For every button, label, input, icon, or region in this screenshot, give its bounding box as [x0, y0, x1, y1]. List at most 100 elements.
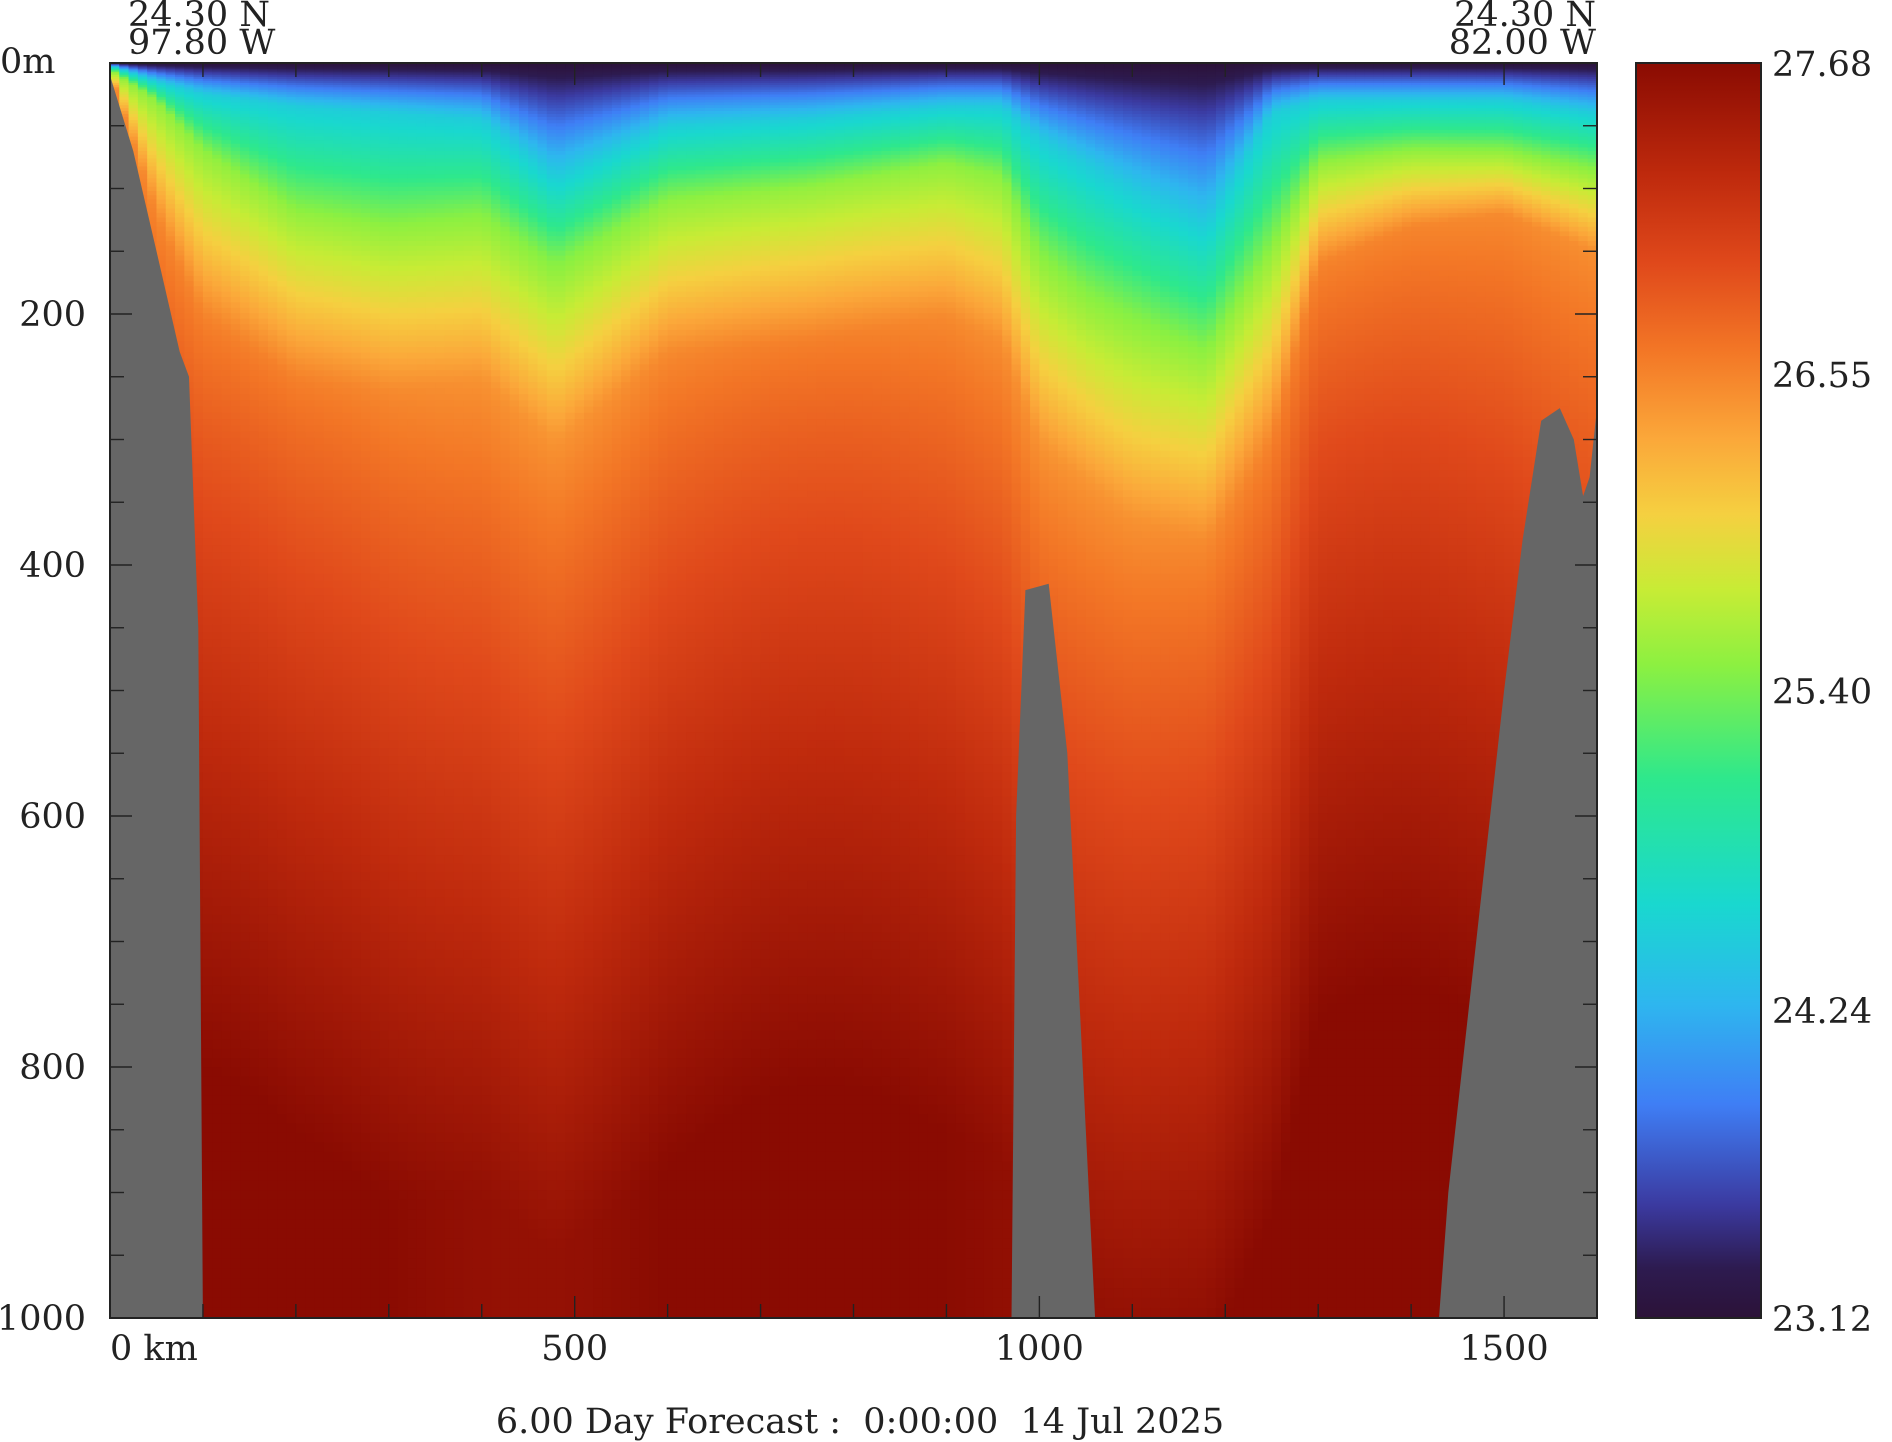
- field-cell: [240, 986, 250, 996]
- field-cell: [203, 359, 213, 365]
- field-cell: [324, 1086, 334, 1096]
- field-cell: [203, 924, 213, 933]
- field-cell: [259, 413, 269, 420]
- field-cell: [287, 222, 297, 227]
- field-cell: [305, 1067, 315, 1077]
- field-cell: [268, 1219, 278, 1229]
- field-cell: [203, 1278, 213, 1289]
- field-cell: [212, 678, 222, 686]
- field-cell: [305, 292, 315, 298]
- field-cell: [324, 457, 334, 464]
- field-cell: [231, 276, 241, 282]
- field-cell: [194, 313, 204, 319]
- field-cell: [175, 191, 185, 196]
- field-cell: [268, 588, 278, 596]
- field-cell: [277, 678, 287, 686]
- field-cell: [305, 959, 315, 968]
- field-cell: [287, 297, 297, 303]
- field-cell: [249, 419, 259, 426]
- field-cell: [333, 187, 343, 192]
- field-cell: [249, 313, 259, 319]
- field-cell: [212, 353, 222, 359]
- field-cell: [203, 144, 213, 148]
- field-cell: [287, 236, 297, 241]
- field-cell: [240, 204, 250, 209]
- field-cell: [212, 1123, 222, 1133]
- field-cell: [296, 748, 306, 757]
- field-cell: [222, 1258, 232, 1268]
- field-cell: [259, 1012, 269, 1022]
- field-cell: [203, 545, 213, 553]
- field-cell: [268, 155, 278, 159]
- field-cell: [240, 477, 250, 484]
- field-cell: [333, 231, 343, 236]
- field-cell: [222, 924, 232, 933]
- field-cell: [212, 1229, 222, 1239]
- field-cell: [333, 266, 343, 272]
- field-cell: [231, 464, 241, 471]
- field-cell: [314, 1278, 324, 1289]
- field-cell: [194, 388, 204, 395]
- field-cell: [212, 178, 222, 183]
- field-cell: [333, 195, 343, 200]
- field-cell: [231, 432, 241, 439]
- field-cell: [231, 1229, 241, 1239]
- field-cell: [147, 187, 157, 192]
- field-cell: [314, 251, 324, 257]
- field-cell: [259, 732, 269, 741]
- field-cell: [212, 231, 222, 236]
- field-cell: [305, 511, 315, 518]
- field-cell: [305, 187, 315, 192]
- field-cell: [212, 764, 222, 773]
- field-cell: [231, 1171, 241, 1181]
- field-cell: [203, 246, 213, 252]
- field-cell: [333, 813, 343, 822]
- field-cell: [184, 159, 194, 163]
- field-cell: [333, 464, 343, 471]
- field-cell: [184, 347, 194, 353]
- field-cell: [259, 236, 269, 241]
- field-cell: [333, 1067, 343, 1077]
- field-cell: [305, 1077, 315, 1087]
- field-cell: [138, 162, 148, 167]
- field-cell: [212, 610, 222, 618]
- field-cell: [324, 924, 334, 933]
- field-cell: [305, 986, 315, 996]
- field-cell: [222, 1012, 232, 1022]
- field-cell: [231, 191, 241, 196]
- field-cell: [296, 195, 306, 200]
- field-cell: [333, 545, 343, 553]
- field-cell: [305, 281, 315, 287]
- field-cell: [156, 200, 166, 205]
- field-cell: [222, 256, 232, 262]
- field-cell: [249, 370, 259, 377]
- field-cell: [222, 251, 232, 257]
- field-cell: [305, 490, 315, 497]
- field-cell: [249, 1049, 259, 1059]
- field-cell: [249, 174, 259, 179]
- field-cell: [166, 217, 176, 222]
- field-cell: [249, 359, 259, 365]
- field-cell: [259, 200, 269, 205]
- field-cell: [231, 693, 241, 701]
- field-cell: [231, 740, 241, 749]
- field-cell: [203, 347, 213, 353]
- field-cell: [277, 200, 287, 205]
- field-cell: [231, 241, 241, 246]
- field-cell: [268, 227, 278, 232]
- field-cell: [259, 748, 269, 757]
- field-cell: [305, 924, 315, 933]
- field-cell: [249, 670, 259, 678]
- field-cell: [249, 1105, 259, 1115]
- field-cell: [222, 330, 232, 336]
- field-cell: [212, 370, 222, 377]
- field-cell: [203, 1058, 213, 1068]
- field-cell: [333, 552, 343, 560]
- field-cell: [222, 130, 232, 134]
- field-cell: [268, 959, 278, 968]
- field-cell: [259, 147, 269, 151]
- field-cell: [296, 292, 306, 298]
- field-cell: [296, 724, 306, 733]
- field-cell: [324, 647, 334, 655]
- field-cell: [268, 1190, 278, 1200]
